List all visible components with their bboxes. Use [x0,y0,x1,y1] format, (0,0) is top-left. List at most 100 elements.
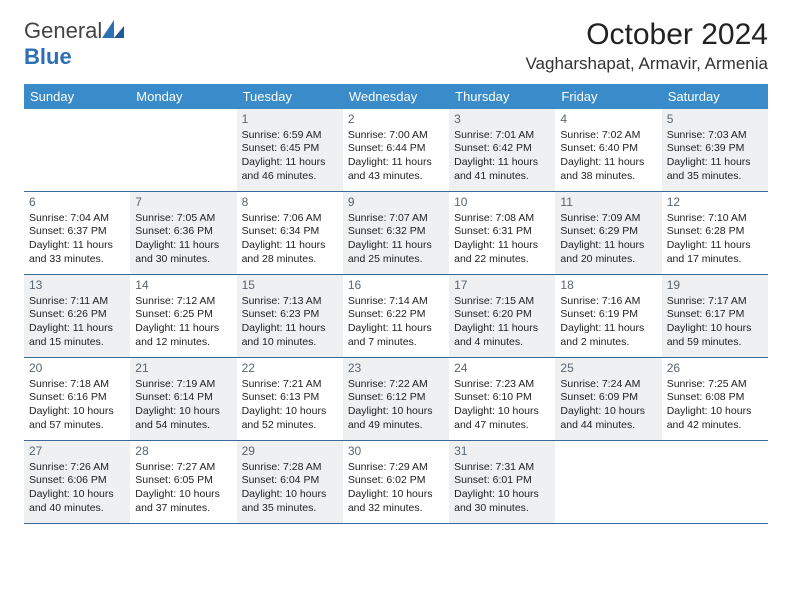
day-daylight2: and 2 minutes. [560,336,656,350]
day-sunrise: Sunrise: 7:17 AM [667,295,763,309]
day-number: 9 [348,195,444,211]
day-daylight1: Daylight: 10 hours [560,405,656,419]
day-daylight1: Daylight: 11 hours [29,239,125,253]
day-daylight2: and 4 minutes. [454,336,550,350]
day-number: 12 [667,195,763,211]
day-daylight1: Daylight: 11 hours [667,156,763,170]
day-cell: 9Sunrise: 7:07 AMSunset: 6:32 PMDaylight… [343,192,449,274]
day-cell: 13Sunrise: 7:11 AMSunset: 6:26 PMDayligh… [24,275,130,357]
day-daylight1: Daylight: 11 hours [560,156,656,170]
day-daylight2: and 25 minutes. [348,253,444,267]
day-number: 25 [560,361,656,377]
logo-text: General Blue [24,18,126,70]
day-cell: 1Sunrise: 6:59 AMSunset: 6:45 PMDaylight… [237,109,343,191]
day-daylight1: Daylight: 11 hours [348,239,444,253]
day-cell: 14Sunrise: 7:12 AMSunset: 6:25 PMDayligh… [130,275,236,357]
day-daylight1: Daylight: 10 hours [454,405,550,419]
weekday-cell: Sunday [24,84,130,109]
day-sunset: Sunset: 6:19 PM [560,308,656,322]
day-daylight2: and 22 minutes. [454,253,550,267]
day-number: 29 [242,444,338,460]
day-sunset: Sunset: 6:12 PM [348,391,444,405]
day-daylight2: and 44 minutes. [560,419,656,433]
day-number: 13 [29,278,125,294]
day-cell: 8Sunrise: 7:06 AMSunset: 6:34 PMDaylight… [237,192,343,274]
day-sunrise: Sunrise: 7:12 AM [135,295,231,309]
day-cell: 20Sunrise: 7:18 AMSunset: 6:16 PMDayligh… [24,358,130,440]
day-daylight1: Daylight: 10 hours [29,405,125,419]
day-daylight1: Daylight: 11 hours [242,322,338,336]
day-cell: 24Sunrise: 7:23 AMSunset: 6:10 PMDayligh… [449,358,555,440]
day-sunset: Sunset: 6:36 PM [135,225,231,239]
day-sunrise: Sunrise: 7:16 AM [560,295,656,309]
day-sunset: Sunset: 6:44 PM [348,142,444,156]
day-number: 27 [29,444,125,460]
day-sunset: Sunset: 6:45 PM [242,142,338,156]
day-sunrise: Sunrise: 7:03 AM [667,129,763,143]
day-daylight2: and 30 minutes. [135,253,231,267]
day-sunrise: Sunrise: 7:06 AM [242,212,338,226]
day-number: 23 [348,361,444,377]
day-daylight1: Daylight: 10 hours [135,488,231,502]
day-number: 14 [135,278,231,294]
day-daylight2: and 35 minutes. [667,170,763,184]
day-cell: 27Sunrise: 7:26 AMSunset: 6:06 PMDayligh… [24,441,130,523]
day-cell: 22Sunrise: 7:21 AMSunset: 6:13 PMDayligh… [237,358,343,440]
day-cell: 7Sunrise: 7:05 AMSunset: 6:36 PMDaylight… [130,192,236,274]
day-daylight1: Daylight: 11 hours [560,239,656,253]
day-sunrise: Sunrise: 7:05 AM [135,212,231,226]
day-sunset: Sunset: 6:01 PM [454,474,550,488]
day-sunset: Sunset: 6:04 PM [242,474,338,488]
day-sunset: Sunset: 6:17 PM [667,308,763,322]
day-daylight1: Daylight: 11 hours [242,239,338,253]
day-sunrise: Sunrise: 7:10 AM [667,212,763,226]
weekday-cell: Saturday [662,84,768,109]
day-daylight1: Daylight: 11 hours [29,322,125,336]
day-daylight2: and 37 minutes. [135,502,231,516]
day-daylight2: and 43 minutes. [348,170,444,184]
day-daylight2: and 33 minutes. [29,253,125,267]
day-daylight2: and 15 minutes. [29,336,125,350]
day-daylight2: and 17 minutes. [667,253,763,267]
day-cell [555,441,661,523]
day-cell: 17Sunrise: 7:15 AMSunset: 6:20 PMDayligh… [449,275,555,357]
day-cell: 11Sunrise: 7:09 AMSunset: 6:29 PMDayligh… [555,192,661,274]
day-cell: 18Sunrise: 7:16 AMSunset: 6:19 PMDayligh… [555,275,661,357]
day-daylight2: and 28 minutes. [242,253,338,267]
day-sunrise: Sunrise: 7:21 AM [242,378,338,392]
day-sunrise: Sunrise: 7:29 AM [348,461,444,475]
day-sunrise: Sunrise: 7:11 AM [29,295,125,309]
day-sunset: Sunset: 6:29 PM [560,225,656,239]
day-daylight1: Daylight: 11 hours [348,322,444,336]
day-daylight2: and 30 minutes. [454,502,550,516]
day-daylight2: and 40 minutes. [29,502,125,516]
day-number: 11 [560,195,656,211]
header: General Blue October 2024 Vagharshapat, … [24,18,768,74]
day-cell: 26Sunrise: 7:25 AMSunset: 6:08 PMDayligh… [662,358,768,440]
day-number: 26 [667,361,763,377]
day-sunrise: Sunrise: 6:59 AM [242,129,338,143]
day-sunset: Sunset: 6:31 PM [454,225,550,239]
week-row: 6Sunrise: 7:04 AMSunset: 6:37 PMDaylight… [24,192,768,275]
day-sunrise: Sunrise: 7:13 AM [242,295,338,309]
day-sunset: Sunset: 6:14 PM [135,391,231,405]
day-cell: 15Sunrise: 7:13 AMSunset: 6:23 PMDayligh… [237,275,343,357]
day-daylight1: Daylight: 10 hours [242,405,338,419]
day-number: 7 [135,195,231,211]
day-daylight2: and 42 minutes. [667,419,763,433]
day-daylight2: and 41 minutes. [454,170,550,184]
day-daylight1: Daylight: 10 hours [348,405,444,419]
day-number: 30 [348,444,444,460]
day-sunset: Sunset: 6:32 PM [348,225,444,239]
day-sunrise: Sunrise: 7:04 AM [29,212,125,226]
logo-mark-icon [102,20,126,38]
day-daylight2: and 46 minutes. [242,170,338,184]
month-title: October 2024 [525,18,768,52]
day-cell: 3Sunrise: 7:01 AMSunset: 6:42 PMDaylight… [449,109,555,191]
day-number: 16 [348,278,444,294]
day-sunrise: Sunrise: 7:22 AM [348,378,444,392]
day-sunrise: Sunrise: 7:27 AM [135,461,231,475]
day-cell: 12Sunrise: 7:10 AMSunset: 6:28 PMDayligh… [662,192,768,274]
day-daylight2: and 38 minutes. [560,170,656,184]
logo: General Blue [24,18,126,70]
